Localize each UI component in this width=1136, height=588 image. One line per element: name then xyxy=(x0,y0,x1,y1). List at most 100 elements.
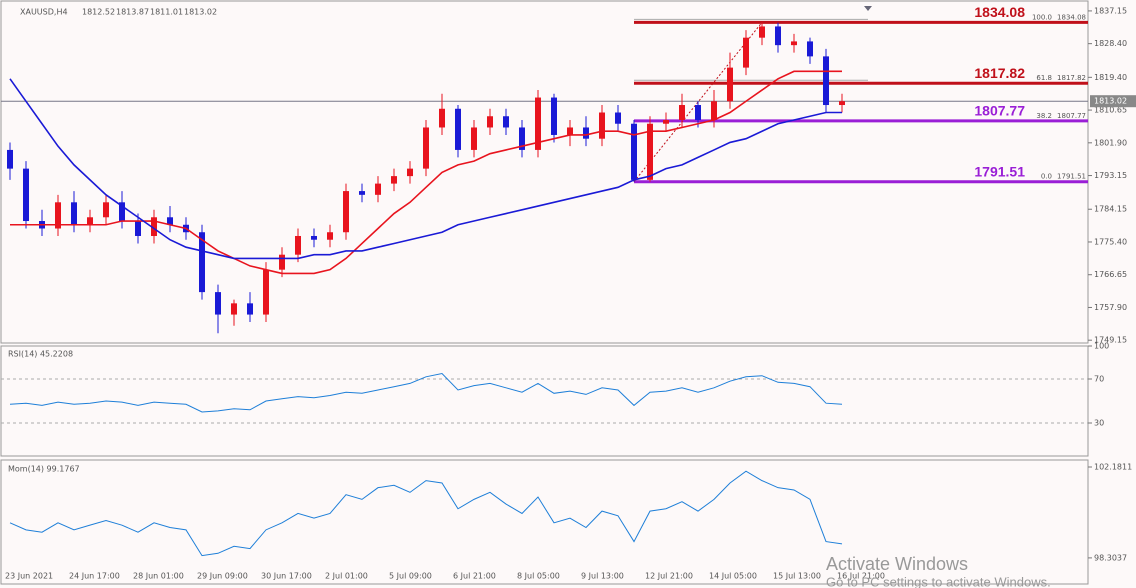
x-tick-label: 16 Jul 21:00 xyxy=(837,572,885,581)
fib-ratio: 38.2 xyxy=(1036,112,1052,120)
candle-body xyxy=(391,176,397,184)
y-tick-label: 1749.15 xyxy=(1094,336,1127,345)
x-tick-label: 12 Jul 21:00 xyxy=(645,572,693,581)
candle-body xyxy=(695,105,701,120)
candle-body xyxy=(231,303,237,315)
fib-price: 1807.77 xyxy=(1057,112,1086,120)
rsi-panel xyxy=(0,345,1089,457)
moving-average xyxy=(10,70,842,275)
ohlc-close: 1813.02 xyxy=(184,8,217,17)
candle-body xyxy=(631,123,637,180)
candle-body xyxy=(599,112,605,139)
mom-title: Mom(14) 99.1767 xyxy=(8,465,80,474)
x-tick-label: 9 Jul 13:00 xyxy=(581,572,624,581)
candle-body xyxy=(583,127,589,139)
candle-body xyxy=(23,168,29,222)
mom-panel xyxy=(0,459,1089,585)
candle-body xyxy=(535,97,541,150)
x-tick-label: 30 Jun 17:00 xyxy=(261,572,312,581)
ohlc-open: 1812.52 xyxy=(82,8,115,17)
candle-body xyxy=(519,127,525,150)
fib-value: 1791.51 xyxy=(974,163,1025,179)
candle-body xyxy=(567,127,573,135)
candle-body xyxy=(759,26,765,38)
price-box xyxy=(1090,95,1136,108)
candle-body xyxy=(87,217,93,225)
x-tick-label: 8 Jul 05:00 xyxy=(517,572,560,581)
x-tick-label: 6 Jul 21:00 xyxy=(453,572,496,581)
price-label: 1813.02 xyxy=(1094,97,1127,106)
candle-body xyxy=(119,202,125,222)
fib-value: 1817.82 xyxy=(974,65,1025,81)
header: XAUUSD,H4 1812.52 1813.87 1811.01 1813.0… xyxy=(20,8,217,17)
ohlc-high: 1813.87 xyxy=(116,8,149,17)
fib-price: 1791.51 xyxy=(1057,173,1086,181)
y-tick-label: 1828.40 xyxy=(1094,39,1127,48)
rsi-title: RSI(14) 45.2208 xyxy=(8,350,73,359)
candle-body xyxy=(455,108,461,150)
candle-body xyxy=(487,116,493,128)
candle-body xyxy=(439,108,445,128)
moving-average xyxy=(9,78,842,260)
candle-body xyxy=(663,119,669,124)
candle-body xyxy=(103,202,109,218)
fib-ratio: 61.8 xyxy=(1036,74,1052,82)
y-tick-label: 1837.15 xyxy=(1094,6,1127,15)
candle-body xyxy=(295,235,301,255)
y-tick-label: 100 xyxy=(1094,342,1109,351)
indicator-line xyxy=(9,372,843,413)
candle-body xyxy=(263,269,269,315)
candle-body xyxy=(311,235,317,240)
candle-body xyxy=(215,292,221,315)
candle-body xyxy=(679,105,685,120)
candle-body xyxy=(375,183,381,195)
y-tick-label: 1801.90 xyxy=(1094,138,1127,147)
y-tick-label: 1810.65 xyxy=(1094,106,1127,115)
candle-body xyxy=(823,56,829,106)
candle-body xyxy=(279,254,285,270)
candle-body xyxy=(711,101,717,120)
candle-body xyxy=(55,202,61,229)
candle-body xyxy=(775,26,781,46)
candle-body xyxy=(615,112,621,124)
candle-body xyxy=(503,116,509,128)
fib-price: 1834.08 xyxy=(1057,13,1086,21)
candle-body xyxy=(247,303,253,315)
fib-value: 1834.08 xyxy=(974,4,1025,20)
y-tick-label: 1775.40 xyxy=(1094,237,1127,246)
candle-body xyxy=(791,41,797,46)
x-tick-label: 5 Jul 09:00 xyxy=(389,572,432,581)
candle-body xyxy=(471,127,477,150)
watermark-title: Activate Windows xyxy=(826,554,968,574)
indicator-line xyxy=(9,470,843,557)
candle-body xyxy=(71,202,77,225)
candle-body xyxy=(727,67,733,102)
candle-body xyxy=(551,97,557,135)
candle-body xyxy=(7,149,13,169)
candle-body xyxy=(743,37,749,68)
symbol: XAUUSD,H4 xyxy=(20,8,68,17)
watermark-subtitle: Go to PC settings to activate Windows. xyxy=(826,574,1051,588)
candle-body xyxy=(167,217,173,225)
candle-body xyxy=(199,232,205,293)
candle-body xyxy=(807,41,813,57)
y-tick-label: 102.1811 xyxy=(1094,463,1132,472)
candle-body xyxy=(359,191,365,195)
candle-body xyxy=(327,232,333,240)
fib-price: 1817.82 xyxy=(1057,74,1086,82)
fib-value: 1807.77 xyxy=(974,103,1025,119)
scroll-marker xyxy=(864,6,872,11)
candle-body xyxy=(407,168,413,177)
x-tick-label: 28 Jun 01:00 xyxy=(133,572,184,581)
y-tick-label: 1784.15 xyxy=(1094,205,1127,214)
main-panel xyxy=(0,0,1089,344)
candle-body xyxy=(135,221,141,236)
x-tick-label: 14 Jul 05:00 xyxy=(709,572,757,581)
y-tick-label: 70 xyxy=(1094,375,1104,384)
fib-ratio: 0.0 xyxy=(1041,173,1052,181)
candle-body xyxy=(839,101,845,106)
x-tick-label: 15 Jul 13:00 xyxy=(773,572,821,581)
fib-ratio: 100.0 xyxy=(1032,13,1052,21)
